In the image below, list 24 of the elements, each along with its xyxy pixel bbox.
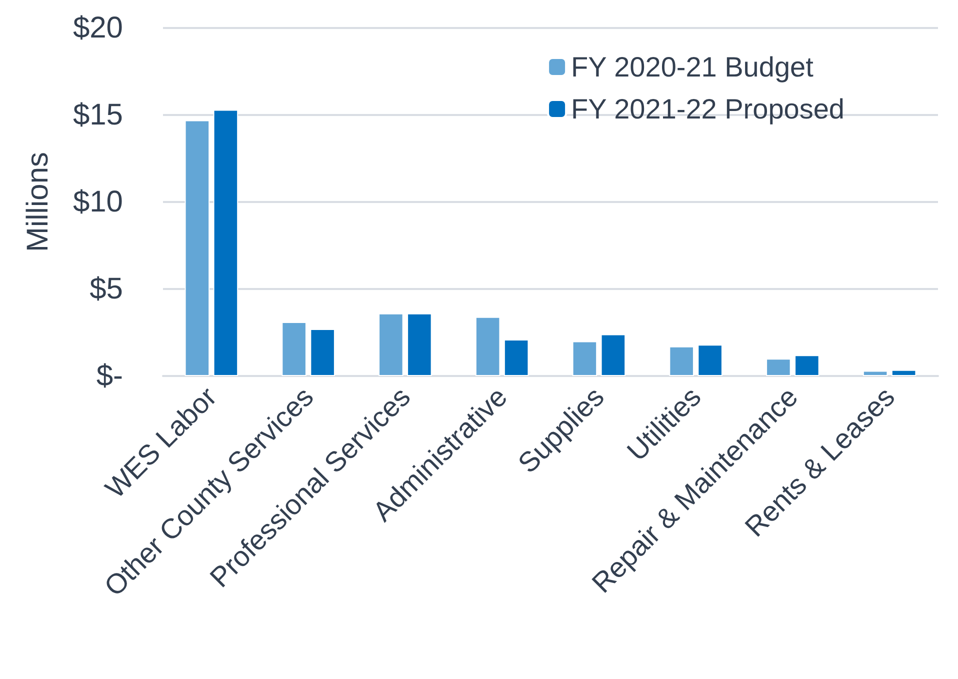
bar (669, 346, 694, 376)
bar (766, 358, 791, 376)
bar (184, 120, 210, 376)
bar (378, 313, 404, 376)
bar (600, 334, 626, 376)
y-tick-label: $- (96, 360, 123, 392)
legend-label: FY 2021-22 Proposed (571, 94, 844, 124)
bar (891, 370, 916, 376)
bar (572, 341, 598, 376)
y-tick-label: $5 (90, 272, 123, 306)
bar (282, 322, 306, 376)
y-tick-label: $10 (72, 186, 123, 218)
bar (475, 316, 500, 376)
y-tick-label: $15 (72, 98, 123, 132)
y-tick-label: $20 (72, 12, 123, 44)
legend-label: FY 2020-21 Budget (571, 52, 814, 82)
bar (794, 355, 820, 376)
bar (862, 370, 888, 376)
bar (407, 313, 432, 376)
bar (504, 339, 529, 376)
y-axis-title: Millions (22, 152, 54, 252)
bar (698, 344, 722, 376)
bar (310, 329, 335, 376)
bar (213, 110, 238, 376)
